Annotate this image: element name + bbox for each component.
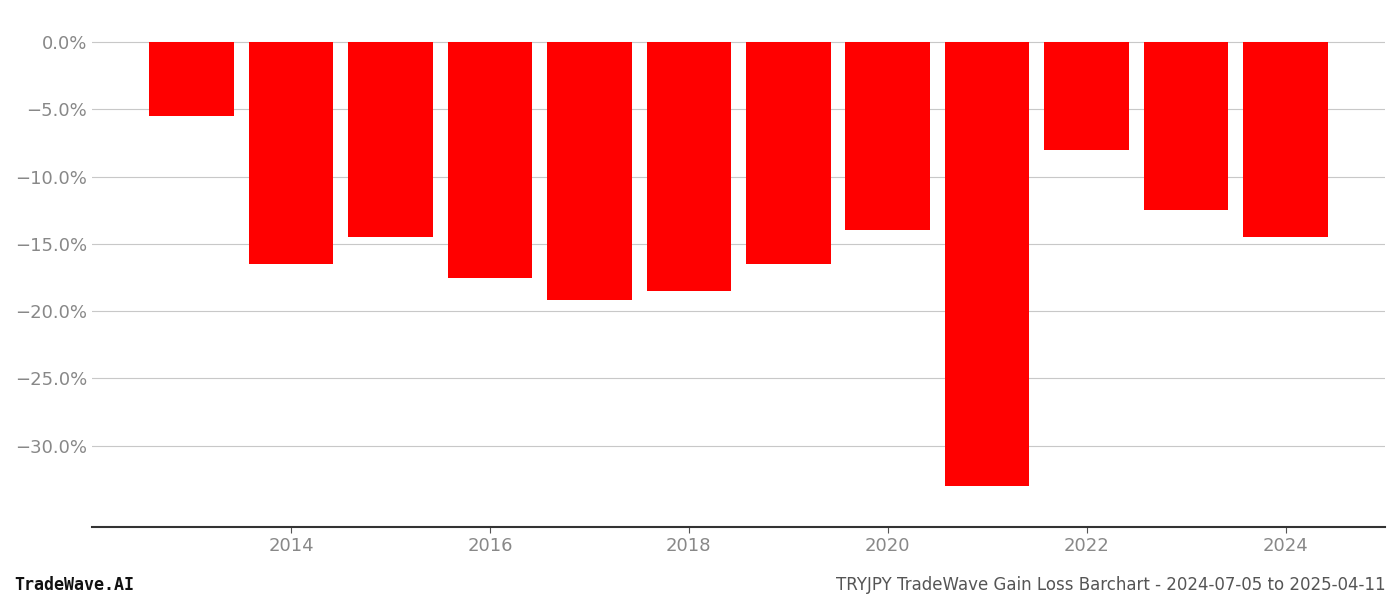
- Text: TradeWave.AI: TradeWave.AI: [14, 576, 134, 594]
- Bar: [846, 42, 930, 230]
- Bar: [1243, 42, 1327, 237]
- Bar: [647, 42, 731, 291]
- Bar: [249, 42, 333, 264]
- Bar: [1044, 42, 1128, 149]
- Bar: [746, 42, 830, 264]
- Bar: [349, 42, 433, 237]
- Bar: [1144, 42, 1228, 210]
- Bar: [547, 42, 631, 301]
- Bar: [150, 42, 234, 116]
- Bar: [945, 42, 1029, 486]
- Bar: [448, 42, 532, 278]
- Text: TRYJPY TradeWave Gain Loss Barchart - 2024-07-05 to 2025-04-11: TRYJPY TradeWave Gain Loss Barchart - 20…: [836, 576, 1386, 594]
